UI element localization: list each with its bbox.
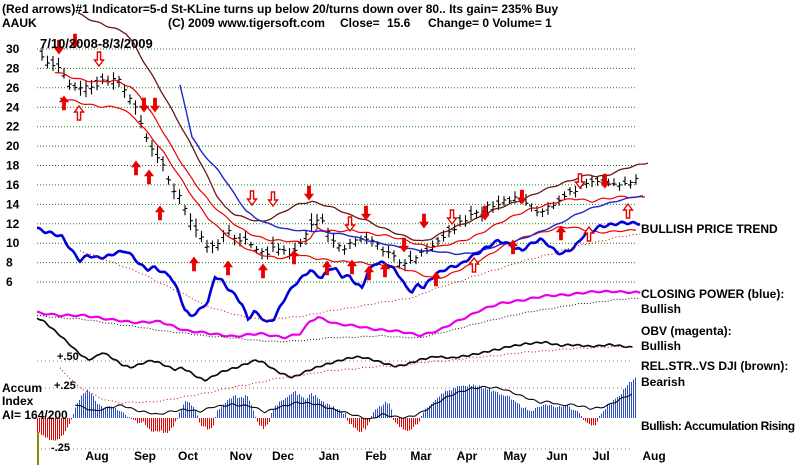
svg-text:(Red arrows)#1 Indicator=5-d S: (Red arrows)#1 Indicator=5-d St-KLine tu…: [2, 2, 558, 16]
svg-text:16: 16: [6, 178, 20, 192]
svg-text:7/10/2008-8/3/2009: 7/10/2008-8/3/2009: [40, 36, 153, 51]
svg-text:Accum: Accum: [2, 381, 42, 395]
svg-text:Close=: Close=: [340, 16, 380, 30]
svg-text:Aug: Aug: [642, 449, 665, 463]
svg-text:AI= 164/200: AI= 164/200: [2, 408, 68, 422]
svg-text:+.25: +.25: [54, 380, 76, 392]
svg-text:Bullish: Accumulation Rising: Bullish: Accumulation Rising: [641, 419, 795, 433]
svg-text:20: 20: [6, 139, 20, 153]
svg-text:Jun: Jun: [546, 449, 567, 463]
svg-text:10: 10: [6, 236, 20, 250]
svg-text:22: 22: [6, 120, 20, 134]
svg-text:May: May: [503, 449, 527, 463]
svg-text:+.50: +.50: [57, 351, 79, 363]
svg-text:OBV (magenta):: OBV (magenta):: [641, 324, 732, 338]
svg-text:Aug: Aug: [85, 449, 108, 463]
svg-text:Bullish: Bullish: [641, 339, 681, 353]
svg-text:Feb: Feb: [365, 449, 386, 463]
svg-text:28: 28: [6, 61, 20, 75]
svg-text:14: 14: [6, 197, 20, 211]
svg-text:REL.STR..VS DJI (brown):: REL.STR..VS DJI (brown):: [641, 359, 788, 373]
svg-text:Sep: Sep: [134, 449, 156, 463]
svg-text:AAUK: AAUK: [2, 16, 37, 30]
svg-text:Dec: Dec: [272, 449, 294, 463]
svg-text:Oct: Oct: [178, 449, 198, 463]
svg-text:Change= 0 Volume= 1: Change= 0 Volume= 1: [428, 16, 552, 30]
svg-text:Mar: Mar: [410, 449, 432, 463]
svg-text:30: 30: [6, 42, 20, 56]
svg-text:Index: Index: [2, 394, 34, 408]
svg-text:8: 8: [6, 256, 13, 270]
svg-text:Nov: Nov: [230, 449, 253, 463]
svg-text:Jan: Jan: [319, 449, 340, 463]
svg-text:24: 24: [6, 100, 20, 114]
svg-text:(C) 2009 www.tigersoft.com: (C) 2009 www.tigersoft.com: [168, 16, 325, 30]
svg-text:6: 6: [6, 275, 13, 289]
svg-text:Bullish: Bullish: [641, 302, 681, 316]
svg-text:CLOSING POWER (blue):: CLOSING POWER (blue):: [641, 287, 784, 301]
svg-text:Bearish: Bearish: [641, 375, 685, 389]
svg-text:12: 12: [6, 217, 20, 231]
svg-text:Jul: Jul: [592, 449, 609, 463]
svg-text:26: 26: [6, 81, 20, 95]
svg-text:Apr: Apr: [457, 449, 478, 463]
svg-text:BULLISH PRICE TREND: BULLISH PRICE TREND: [641, 222, 778, 236]
svg-text:-.25: -.25: [51, 442, 70, 454]
svg-text:18: 18: [6, 159, 20, 173]
svg-text:15.6: 15.6: [387, 16, 411, 30]
